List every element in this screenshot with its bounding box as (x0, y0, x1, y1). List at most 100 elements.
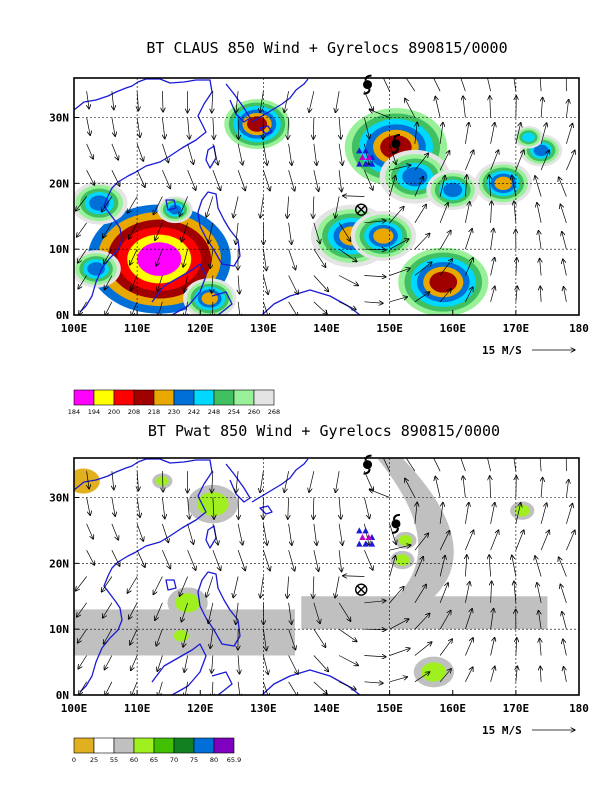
wind-vector (101, 576, 113, 593)
cloud-top-shade (373, 228, 394, 244)
wind-vector (309, 91, 315, 112)
colorbar-swatch (193, 389, 215, 406)
wind-vector (389, 586, 404, 604)
wind-vector (414, 613, 430, 630)
wind-vector (210, 249, 213, 268)
wind-vector (465, 638, 473, 656)
wind-vector (313, 655, 329, 672)
coastline-asia-mainland (74, 458, 213, 693)
wind-vector (187, 170, 196, 190)
wind-vector (102, 602, 113, 618)
wind-vector (364, 302, 383, 303)
wind-vector (343, 196, 365, 197)
x-tick-label: 120E (187, 702, 214, 715)
wind-vector (313, 275, 329, 292)
gyreloc-triangle (356, 540, 363, 547)
wind-vector (263, 170, 270, 191)
wind-vector (101, 196, 113, 213)
coastline-taiwan (205, 145, 217, 169)
wind-vector (516, 666, 517, 682)
cloud-top-shade (522, 132, 535, 143)
coastline-philippines (197, 191, 241, 267)
wind-vector (233, 196, 239, 218)
wind-vector (465, 150, 473, 171)
wind-vector (111, 143, 119, 160)
coastline-borneo (151, 643, 207, 695)
colorbar-label: 230 (168, 408, 180, 416)
pwat-shade (514, 504, 530, 517)
wind-vector (260, 471, 264, 493)
gyreloc-triangle (365, 534, 372, 540)
x-tick-label: 130E (250, 322, 277, 335)
wind-vector (187, 523, 194, 545)
wind-vector (490, 96, 491, 118)
wind-vector (566, 150, 575, 171)
colorbar-label: 65.9 (227, 756, 241, 764)
wind-vector (212, 523, 218, 545)
gyreloc-triangle (359, 534, 366, 540)
wind-vector (389, 648, 411, 656)
wind-vector (465, 667, 473, 682)
wind-vector (541, 97, 542, 118)
panel-2-title: BT Pwat 850 Wind + Gyrelocs 890815/0000 (148, 422, 500, 440)
wind-vector (79, 301, 87, 315)
wind-vector (364, 601, 386, 603)
wind-vector (288, 523, 292, 546)
wind-vector (179, 196, 188, 217)
wind-vector (136, 170, 145, 187)
wind-vector (515, 530, 524, 551)
circled-x-icon (355, 583, 368, 596)
gyreloc-triangle (356, 527, 363, 534)
moisture-band (301, 596, 548, 630)
wind-vector (562, 611, 567, 630)
wind-vector (566, 99, 568, 118)
wind-vector (514, 581, 516, 603)
wind-vector (439, 203, 448, 223)
wind-vector (137, 471, 138, 491)
wind-vector (338, 628, 357, 642)
wind-vector (516, 258, 517, 276)
wind-vector (364, 276, 386, 277)
wind-vector (439, 122, 443, 144)
colorbar-label: 25 (90, 756, 98, 764)
wind-vector (364, 523, 369, 545)
wind-vector (489, 555, 491, 577)
wind-vector (260, 91, 264, 113)
wind-vector (162, 117, 165, 139)
wind-vector (338, 681, 356, 690)
wind-vector (490, 502, 495, 524)
wind-vector (136, 523, 143, 541)
wind-vector (213, 497, 214, 520)
wind-vector (263, 301, 268, 315)
coastline-borneo (151, 263, 207, 315)
coastline-taiwan (205, 525, 217, 549)
wind-vector (364, 550, 373, 570)
wind-vector (111, 170, 120, 186)
wind-vector (403, 78, 416, 92)
wind-vector (208, 602, 214, 624)
cloud-top-shade (429, 271, 458, 293)
wind-vector (491, 201, 492, 223)
wind-vector (86, 523, 94, 539)
wind-vector (338, 655, 358, 666)
y-tick-label: 10N (49, 243, 69, 256)
wind-vector (538, 610, 541, 630)
wind-vector (439, 289, 451, 303)
wind-vector (490, 257, 495, 276)
wind-vector (490, 150, 499, 171)
reference-vector-label: 15 M/S (482, 344, 522, 357)
wind-vector (389, 165, 411, 171)
wind-vector (463, 96, 465, 118)
wind-vector (156, 629, 163, 646)
colorbar-swatch (93, 737, 115, 754)
colorbar-label: 194 (88, 408, 100, 416)
wind-vector (313, 196, 314, 219)
wind-vector (383, 78, 390, 92)
wind-vector (389, 556, 396, 577)
wind-vector (364, 91, 373, 111)
wind-vector (76, 576, 87, 591)
wind-vector (415, 502, 417, 524)
wind-vector (339, 497, 341, 520)
x-tick-label: 160E (440, 322, 467, 335)
wind-vector (263, 275, 268, 295)
